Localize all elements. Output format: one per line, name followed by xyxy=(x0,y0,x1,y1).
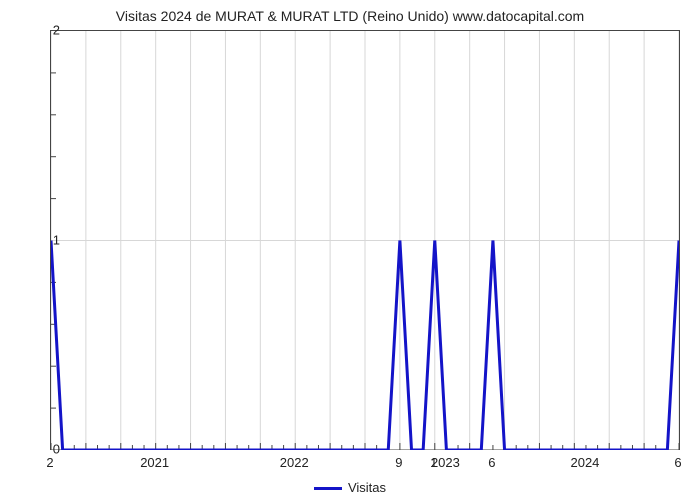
legend-label: Visitas xyxy=(348,480,386,495)
x-tick-label: 2021 xyxy=(140,455,169,470)
x-tick-label: 2022 xyxy=(280,455,309,470)
chart-svg xyxy=(51,31,679,450)
y-tick-label: 0 xyxy=(53,442,60,457)
y-tick-label: 1 xyxy=(53,232,60,247)
x-tick-label: 2024 xyxy=(570,455,599,470)
x-tick-label: 6 xyxy=(674,455,681,470)
x-tick-label: 2023 xyxy=(431,455,460,470)
legend: Visitas xyxy=(0,480,700,495)
chart-title: Visitas 2024 de MURAT & MURAT LTD (Reino… xyxy=(0,8,700,24)
plot-area xyxy=(50,30,680,450)
legend-swatch xyxy=(314,487,342,490)
x-tick-label: 9 xyxy=(395,455,402,470)
x-tick-label: 2 xyxy=(46,455,53,470)
y-tick-label: 2 xyxy=(53,23,60,38)
x-tick-label: 6 xyxy=(488,455,495,470)
